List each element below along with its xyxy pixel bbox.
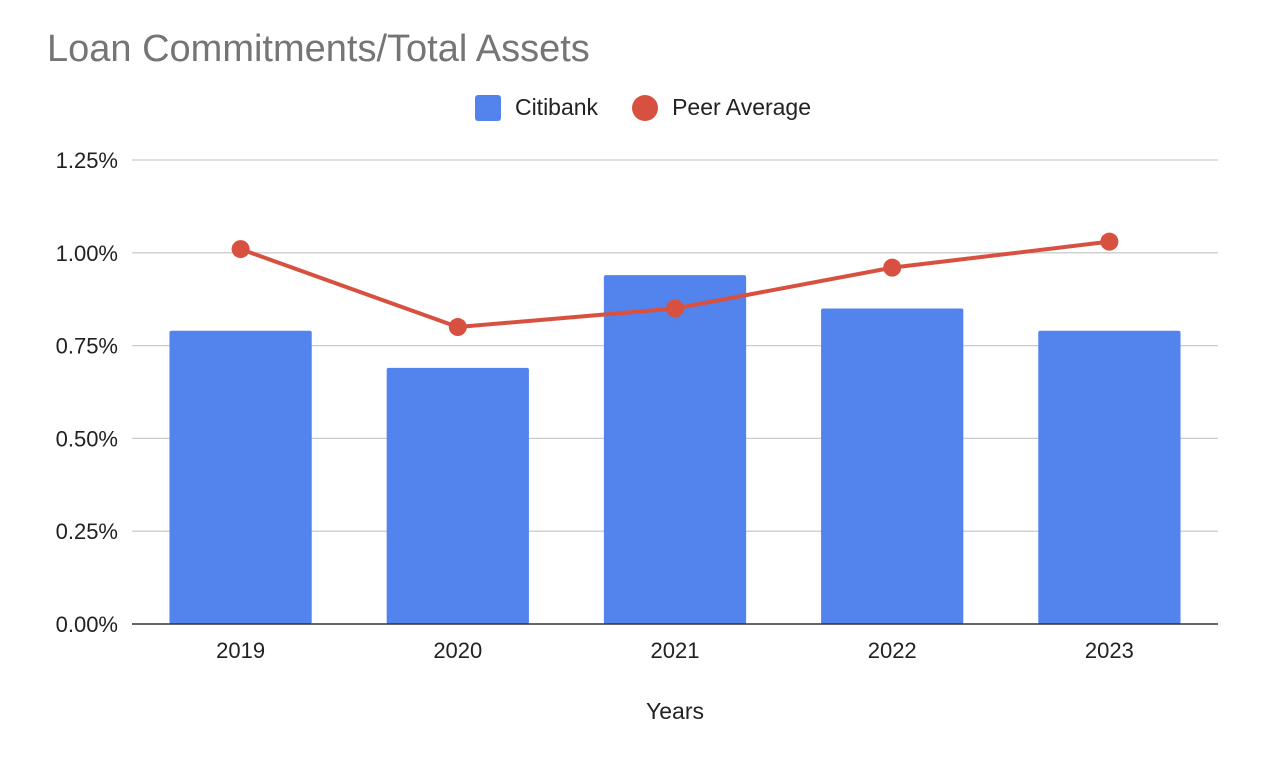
- legend-entry-peer-average[interactable]: Peer Average: [632, 94, 811, 121]
- x-tick-label: 2022: [868, 638, 917, 663]
- point-peer-average-2020[interactable]: [448, 318, 467, 337]
- y-axis-ticks: 0.00% 0.25% 0.50% 0.75% 1.00% 1.25%: [56, 148, 118, 637]
- y-tick-label: 1.00%: [56, 241, 118, 266]
- x-axis-title: Years: [646, 698, 704, 724]
- legend-swatch-bar: [474, 94, 501, 121]
- x-tick-label: 2023: [1085, 638, 1134, 663]
- x-tick-label: 2020: [433, 638, 482, 663]
- legend-entry-citibank[interactable]: Citibank: [474, 94, 599, 121]
- legend: Citibank Peer Average: [0, 94, 1286, 121]
- y-tick-label: 0.50%: [56, 426, 118, 451]
- chart-title: Loan Commitments/Total Assets: [47, 28, 590, 70]
- point-peer-average-2019[interactable]: [231, 240, 250, 259]
- legend-label: Citibank: [514, 94, 599, 120]
- bar-citibank-2023[interactable]: [1038, 330, 1181, 624]
- y-tick-label: 0.75%: [56, 334, 118, 359]
- y-tick-label: 0.25%: [56, 519, 118, 544]
- x-axis-ticks: 2019 2020 2021 2022 2023: [216, 638, 1134, 663]
- bar-series: [169, 275, 1181, 624]
- y-tick-label: 0.00%: [56, 612, 118, 637]
- x-tick-label: 2019: [216, 638, 265, 663]
- y-tick-label: 1.25%: [56, 148, 118, 173]
- bar-citibank-2022[interactable]: [821, 308, 964, 624]
- legend-swatch-dot: [632, 94, 659, 121]
- point-peer-average-2023[interactable]: [1100, 232, 1119, 251]
- bar-citibank-2021[interactable]: [603, 275, 747, 624]
- x-tick-label: 2021: [651, 638, 700, 663]
- bar-citibank-2019[interactable]: [169, 330, 312, 624]
- bar-citibank-2020[interactable]: [386, 367, 529, 624]
- line-series: [231, 232, 1119, 337]
- point-peer-average-2022[interactable]: [883, 258, 902, 277]
- point-peer-average-2021[interactable]: [666, 299, 684, 318]
- legend-label: Peer Average: [672, 94, 812, 120]
